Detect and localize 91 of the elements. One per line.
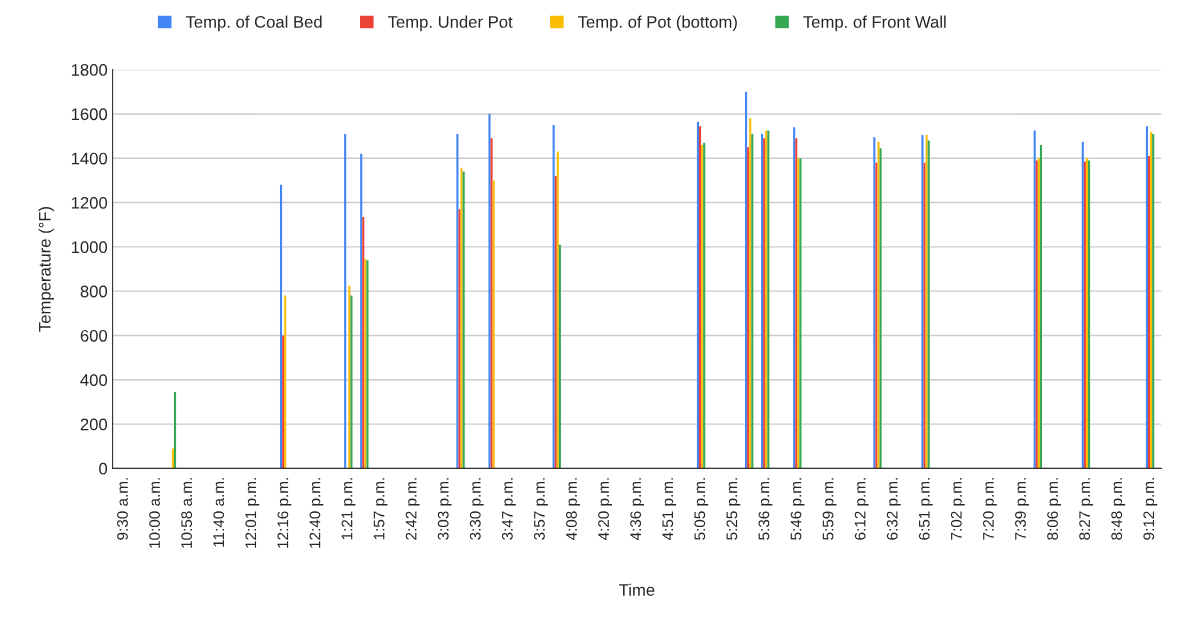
bar <box>171 448 174 469</box>
bar <box>554 175 557 469</box>
bar <box>282 335 285 469</box>
y-tick-label: 200 <box>80 418 108 431</box>
bar <box>348 285 351 469</box>
bar <box>749 118 752 469</box>
legend-label: Temp. Under Pot <box>388 15 513 32</box>
bar <box>699 126 702 469</box>
x-tick-label: 5:46 p.m. <box>790 478 805 540</box>
bar <box>793 127 796 469</box>
bar <box>747 147 750 469</box>
x-tick-label: 6:12 p.m. <box>854 478 869 540</box>
x-tick-label: 1:57 p.m. <box>373 478 388 540</box>
x-tick-label: 7:20 p.m. <box>983 478 997 540</box>
x-tick-label: 1:21 p.m. <box>341 478 356 540</box>
x-tick-label: 3:30 p.m. <box>469 478 484 540</box>
x-tick-label: 8:27 p.m. <box>1079 478 1094 540</box>
x-tick-label: 2:42 p.m. <box>405 478 420 540</box>
bar <box>556 151 559 469</box>
x-tick-label: 6:51 p.m. <box>918 478 933 540</box>
x-tick-label: 12:16 p.m. <box>277 478 292 548</box>
bar <box>761 133 764 469</box>
bar <box>751 133 754 469</box>
x-tick-label: 4:51 p.m. <box>662 478 677 541</box>
x-tick-label: 9:12 p.m. <box>1143 478 1158 540</box>
x-tick-label: 4:36 p.m. <box>630 478 645 541</box>
bar <box>173 391 177 469</box>
bar <box>1147 156 1151 469</box>
x-tick-label: 5:25 p.m. <box>726 478 741 540</box>
bar <box>456 133 459 469</box>
y-tick-label: 1200 <box>71 196 108 209</box>
bar <box>877 141 880 469</box>
bar <box>1145 126 1148 469</box>
y-tick-label: 1800 <box>71 64 108 76</box>
x-tick-label: 8:06 p.m. <box>1047 478 1061 540</box>
bar <box>1039 144 1042 469</box>
bar <box>488 113 491 469</box>
bar <box>1033 130 1036 469</box>
legend-label: Temp. of Coal Bed <box>185 15 322 32</box>
bar <box>350 295 353 469</box>
x-tick-label: 3:03 p.m. <box>437 478 452 540</box>
bar <box>362 216 365 469</box>
y-tick-label: 600 <box>80 329 108 342</box>
y-tick-label: 0 <box>99 462 108 475</box>
bar <box>696 121 699 469</box>
bar <box>344 133 347 469</box>
bar <box>923 162 926 469</box>
y-tick-label: 400 <box>80 374 108 386</box>
y-axis-title: Temperature (°F) <box>38 206 54 332</box>
bar <box>492 180 495 469</box>
bar <box>873 137 876 469</box>
bar <box>558 244 561 469</box>
x-tick-label: 3:47 p.m. <box>501 478 516 540</box>
x-tick-label: 11:40 a.m. <box>213 478 225 547</box>
x-tick-label: 9:30 a.m. <box>117 478 128 540</box>
bar <box>927 140 930 469</box>
x-tick-label: 5:59 p.m. <box>822 478 837 540</box>
x-tick-label: 5:05 p.m. <box>694 478 709 540</box>
bar <box>921 134 924 469</box>
bar <box>490 138 493 469</box>
x-tick-label: 6:32 p.m. <box>886 478 901 540</box>
legend-label: Temp. of Pot (bottom) <box>578 15 737 32</box>
bar <box>1081 141 1084 469</box>
bar <box>925 134 928 469</box>
x-tick-label: 10:00 a.m. <box>149 478 160 548</box>
x-tick-label: 4:20 p.m. <box>598 478 612 541</box>
bar <box>745 91 748 469</box>
y-tick-label: 1400 <box>71 152 108 165</box>
bar <box>875 162 878 469</box>
bar <box>279 184 283 469</box>
bar <box>879 148 882 469</box>
bar <box>763 138 766 469</box>
x-tick-label: 12:01 p.m. <box>245 478 260 548</box>
x-tick-label: 3:57 p.m. <box>534 478 548 540</box>
x-tick-label: 5:36 p.m. <box>758 478 773 540</box>
bar <box>360 153 363 469</box>
y-tick-label: 1000 <box>71 241 108 254</box>
x-tick-label: 10:58 a.m. <box>181 478 193 548</box>
bar <box>458 209 461 469</box>
x-axis-title: Time <box>619 583 655 596</box>
legend-label: Temp. of Front Wall <box>803 15 946 32</box>
y-tick-label: 800 <box>80 285 108 298</box>
x-tick-label: 8:48 p.m. <box>1111 478 1126 540</box>
bar <box>284 295 287 469</box>
x-tick-label: 7:39 p.m. <box>1015 478 1029 540</box>
y-tick-label: 1600 <box>71 108 108 121</box>
bar <box>795 138 798 469</box>
x-tick-label: 7:02 p.m. <box>950 478 965 540</box>
x-tick-label: 4:08 p.m. <box>566 478 580 541</box>
bar <box>552 125 555 469</box>
x-tick-label: 12:40 p.m. <box>309 478 324 548</box>
